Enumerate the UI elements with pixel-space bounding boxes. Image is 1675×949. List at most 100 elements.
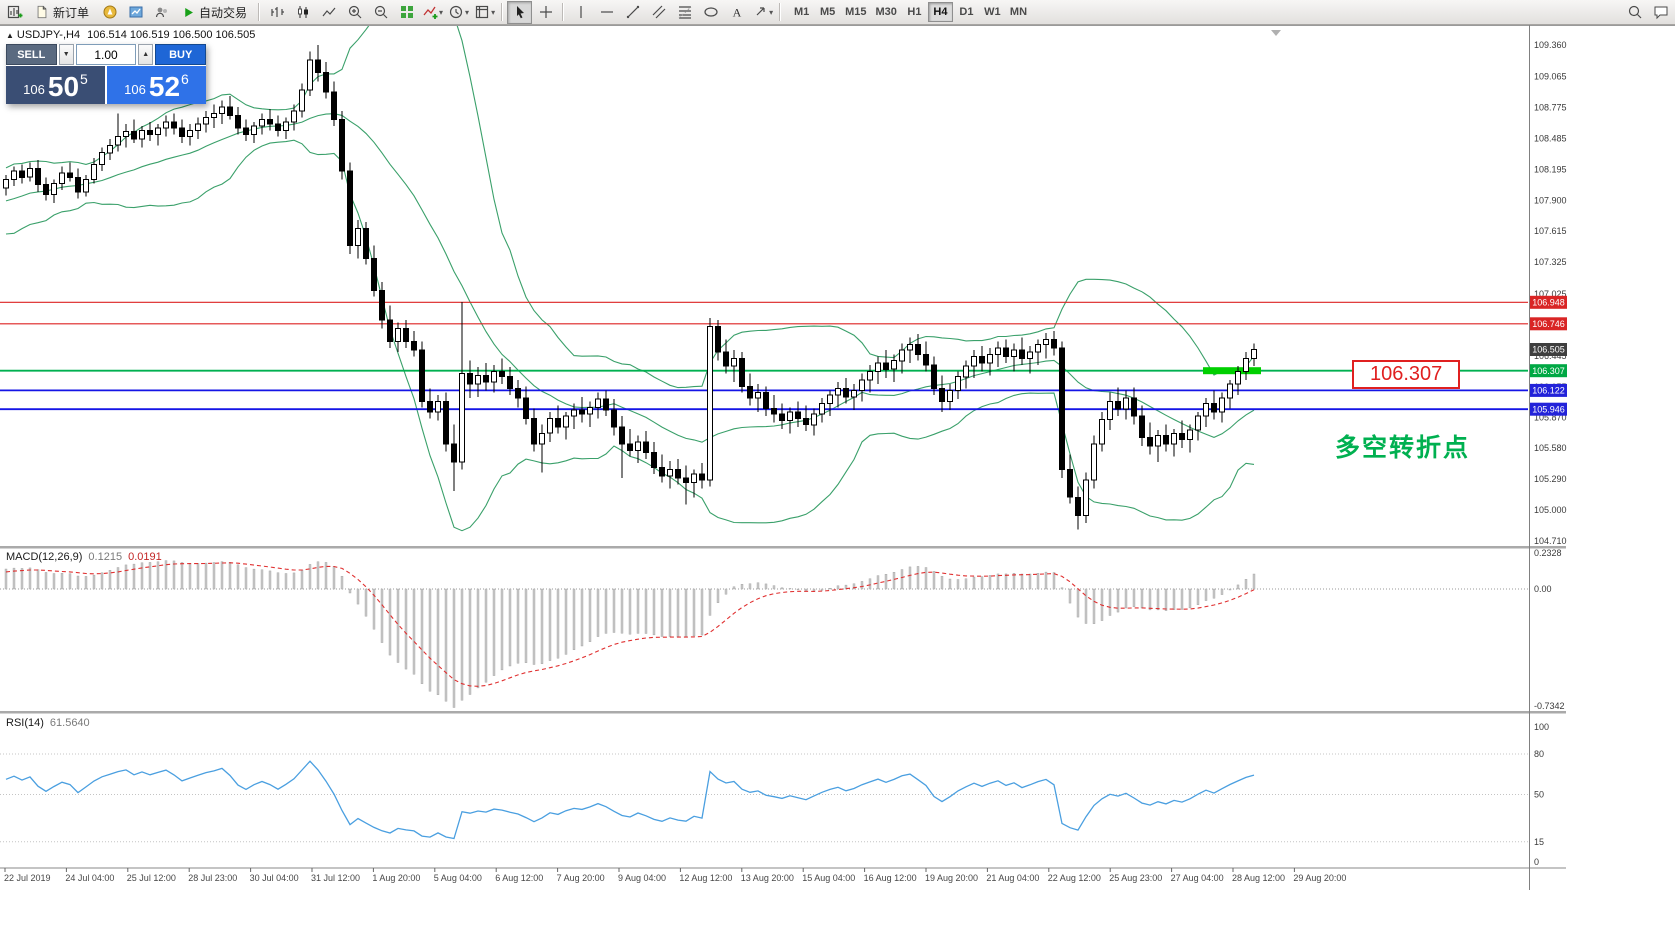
compass-icon[interactable]	[97, 1, 122, 24]
arrows-tool-icon[interactable]: ▾	[750, 1, 775, 24]
price-axis[interactable]: 109.360 109.065 108.775 108.485 108.195 107.9…	[1530, 40, 1567, 546]
timeframe-button-m1[interactable]: M1	[789, 2, 814, 22]
line-chart-type-icon[interactable]	[316, 1, 341, 24]
price-badge-105.946	[1530, 402, 1567, 416]
time-axis-label: 22 Aug 12:00	[1048, 873, 1101, 883]
autotrading-label: 自动交易	[199, 5, 248, 20]
chat-icon[interactable]	[1648, 1, 1673, 24]
volume-increase-button[interactable]: ▲	[138, 44, 154, 65]
timeframe-button-w1[interactable]: W1	[980, 2, 1005, 22]
volume-input[interactable]	[76, 44, 136, 65]
sell-price-pip: 5	[80, 71, 88, 87]
time-axis-label: 15 Aug 04:00	[802, 873, 855, 883]
indicator-axes: 0.2328 0.00 -0.7342 100 80 50 15 0	[1534, 548, 1565, 867]
timeframe-button-mn[interactable]: MN	[1006, 2, 1031, 22]
chart-background	[0, 25, 1675, 949]
indicators-dropdown-icon[interactable]: ▾	[439, 7, 444, 17]
time-axis[interactable]: 22 Jul 2019 24 Jul 04:00 25 Jul 12:00 28 Ju…	[4, 868, 1346, 883]
text-tool-icon[interactable]: A	[724, 1, 749, 24]
macd-axis-label: 0.00	[1534, 584, 1552, 594]
zoom-out-icon[interactable]	[368, 1, 393, 24]
periods-clock-icon[interactable]: ▾	[446, 1, 471, 24]
price-badge-106.122	[1530, 383, 1567, 397]
buy-price-pip: 6	[181, 71, 189, 87]
timeframe-button-d1[interactable]: D1	[954, 2, 979, 22]
pane-separators[interactable]	[0, 25, 1675, 890]
price-axis-label: 105.000	[1534, 505, 1567, 515]
price-axis-label: 109.360	[1534, 40, 1567, 50]
macd-axis-label: 0.2328	[1534, 548, 1562, 558]
bar-chart-type-icon[interactable]	[264, 1, 289, 24]
time-axis-label: 16 Aug 12:00	[864, 873, 917, 883]
scroll-to-end-marker	[1271, 30, 1281, 36]
price-level-callout[interactable]: 106.307	[1352, 360, 1461, 389]
search-icon[interactable]	[1622, 1, 1647, 24]
new-order-label: 新订单	[53, 5, 90, 20]
svg-text:106.746: 106.746	[1532, 319, 1565, 329]
macd-main-value: 0.1215	[88, 551, 123, 563]
time-axis-label: 30 Jul 04:00	[250, 873, 299, 883]
horizontal-line-tool-icon[interactable]	[594, 1, 619, 24]
sell-price-big: 50	[47, 71, 80, 102]
arrows-dropdown-icon[interactable]: ▾	[769, 7, 774, 17]
price-axis-label: 105.290	[1534, 474, 1567, 484]
macd-pane	[0, 560, 1528, 708]
bollinger-middle-band	[5, 113, 1255, 443]
svg-text:A: A	[732, 6, 741, 20]
market-watch-icon[interactable]	[123, 1, 148, 24]
macd-signal-value: 0.0191	[128, 551, 162, 563]
timeframe-button-m30[interactable]: M30	[872, 2, 901, 22]
zoom-in-icon[interactable]	[342, 1, 367, 24]
buy-button[interactable]: BUY	[155, 44, 206, 65]
price-badge-106.948	[1530, 295, 1567, 309]
rsi-name: RSI(14)	[6, 717, 44, 729]
sell-price-button[interactable]: 106 50 5	[6, 66, 105, 104]
time-axis-label: 13 Aug 20:00	[741, 873, 794, 883]
expert-advisors-icon[interactable]	[149, 1, 174, 24]
svg-text:106.948: 106.948	[1532, 298, 1565, 308]
rsi-axis-label: 50	[1534, 790, 1544, 800]
templates-dropdown-icon[interactable]: ▾	[491, 7, 496, 17]
autotrading-button[interactable]: 自动交易	[175, 1, 254, 24]
buy-price-button[interactable]: 106 52 6	[107, 66, 206, 104]
trendline-tool-icon[interactable]	[620, 1, 645, 24]
support-highlight-segment[interactable]	[1203, 367, 1261, 375]
svg-text:106.122: 106.122	[1532, 386, 1565, 396]
one-click-trade-panel: SELL ▼ ▲ BUY 106 50 5 106 52 6	[6, 44, 206, 104]
shapes-tool-icon[interactable]	[698, 1, 723, 24]
macd-name: MACD(12,26,9)	[6, 551, 83, 563]
timeframe-button-h1[interactable]: H1	[902, 2, 927, 22]
volume-decrease-button[interactable]: ▼	[58, 44, 74, 65]
macd-indicator-label: MACD(12,26,9) 0.1215 0.0191	[6, 551, 162, 563]
trade-panel-controls: SELL ▼ ▲ BUY	[6, 44, 206, 65]
periods-dropdown-icon[interactable]: ▾	[465, 7, 470, 17]
rsi-line	[5, 760, 1255, 840]
timeframe-button-m5[interactable]: M5	[815, 2, 840, 22]
timeframe-button-m15[interactable]: M15	[841, 2, 870, 22]
price-axis-label: 109.065	[1534, 72, 1567, 82]
price-axis-label: 107.615	[1534, 226, 1567, 236]
crosshair-tool-icon[interactable]	[533, 1, 558, 24]
sell-price-base: 106	[23, 82, 45, 97]
time-axis-label: 25 Jul 12:00	[127, 873, 176, 883]
new-chart-icon[interactable]	[2, 1, 27, 24]
tile-windows-icon[interactable]	[394, 1, 419, 24]
macd-axis-label: -0.7342	[1534, 701, 1565, 711]
new-order-button[interactable]: 新订单	[28, 1, 96, 24]
timeframe-button-h4[interactable]: H4	[927, 2, 953, 22]
vertical-line-tool-icon[interactable]	[568, 1, 593, 24]
symbol-header: ▲ USDJPY-,H4 106.514 106.519 106.500 106.5…	[6, 29, 255, 41]
channel-tool-icon[interactable]	[646, 1, 671, 24]
cursor-tool-icon[interactable]	[507, 0, 533, 24]
time-axis-label: 28 Jul 23:00	[188, 873, 237, 883]
templates-icon[interactable]: ▾	[472, 1, 497, 24]
fibonacci-tool-icon[interactable]	[672, 1, 697, 24]
candles-layer[interactable]	[3, 45, 1257, 530]
rsi-axis-label: 100	[1534, 722, 1549, 732]
candlestick-type-icon[interactable]	[290, 1, 315, 24]
indicators-icon[interactable]: ▾	[420, 1, 445, 24]
chinese-annotation-text: 多空转折点	[1335, 434, 1471, 462]
sell-button[interactable]: SELL	[6, 44, 57, 65]
time-axis-label: 24 Jul 04:00	[65, 873, 114, 883]
